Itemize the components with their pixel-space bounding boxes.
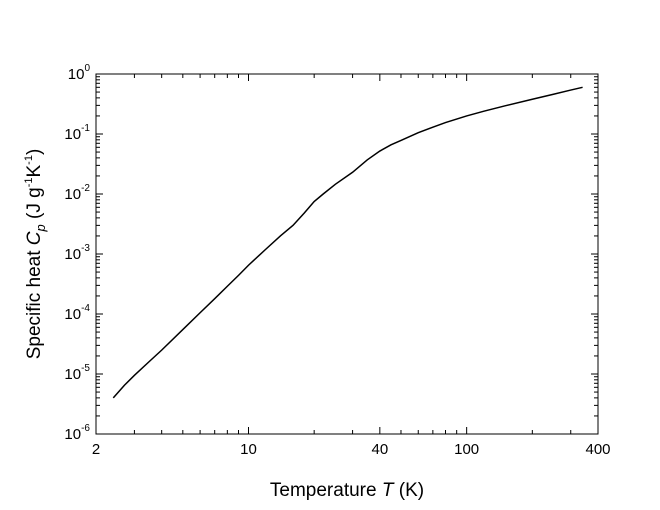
x-axis-ticks xyxy=(95,74,599,434)
plot-frame xyxy=(95,73,599,435)
series-line xyxy=(112,86,583,399)
x-tick-label: 40 xyxy=(371,441,388,458)
y-tick-label: 10-2 xyxy=(64,183,90,203)
x-tick-label: 100 xyxy=(454,441,479,458)
y-tick-labels: 10-6 10-5 10-4 10-3 10-2 10-1 100 xyxy=(64,63,90,443)
x-tick-labels: 2 10 40 100 400 xyxy=(92,441,611,458)
y-tick-label: 10-1 xyxy=(64,123,90,143)
y-tick-label: 100 xyxy=(68,63,91,83)
y-tick-label: 10-3 xyxy=(64,243,90,263)
y-axis-ticks xyxy=(96,73,598,435)
x-tick-label: 400 xyxy=(585,441,610,458)
y-axis-title: Specific heat Cp (J g-1K-1) xyxy=(23,149,48,360)
x-tick-label: 2 xyxy=(92,441,100,458)
y-tick-label: 10-6 xyxy=(64,423,90,443)
y-tick-label: 10-4 xyxy=(64,303,90,323)
x-tick-label: 10 xyxy=(240,441,257,458)
x-axis-title: Temperature T (K) xyxy=(270,480,424,501)
y-tick-label: 10-5 xyxy=(64,363,90,383)
